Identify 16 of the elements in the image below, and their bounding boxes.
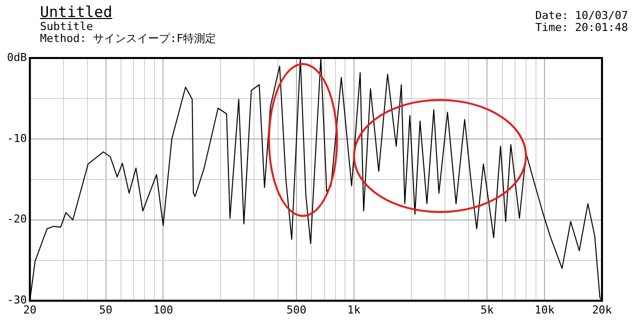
x-tick-label: 10k xyxy=(534,303,555,316)
x-tick-label: 5k xyxy=(480,303,494,316)
x-tick-label: 20 xyxy=(23,303,36,316)
x-tick-label: 1k xyxy=(347,303,361,316)
x-tick-label: 100 xyxy=(153,303,174,316)
x-tick-label: 500 xyxy=(286,303,306,316)
x-tick-label: 20k xyxy=(592,303,612,316)
y-tick-label: -10 xyxy=(6,132,27,145)
y-tick-label: 0dB xyxy=(6,50,28,64)
y-tick-label: -20 xyxy=(6,212,27,226)
chart-subtitle: Subtitle xyxy=(40,20,94,33)
x-tick-label: 50 xyxy=(99,303,112,316)
text: Method: サインスイープ:F特測定 xyxy=(40,32,216,45)
chart-title: Untitled xyxy=(40,3,114,21)
text: Date: 10/03/07 xyxy=(535,9,628,22)
text: Time: 20:01:48 xyxy=(535,21,628,34)
